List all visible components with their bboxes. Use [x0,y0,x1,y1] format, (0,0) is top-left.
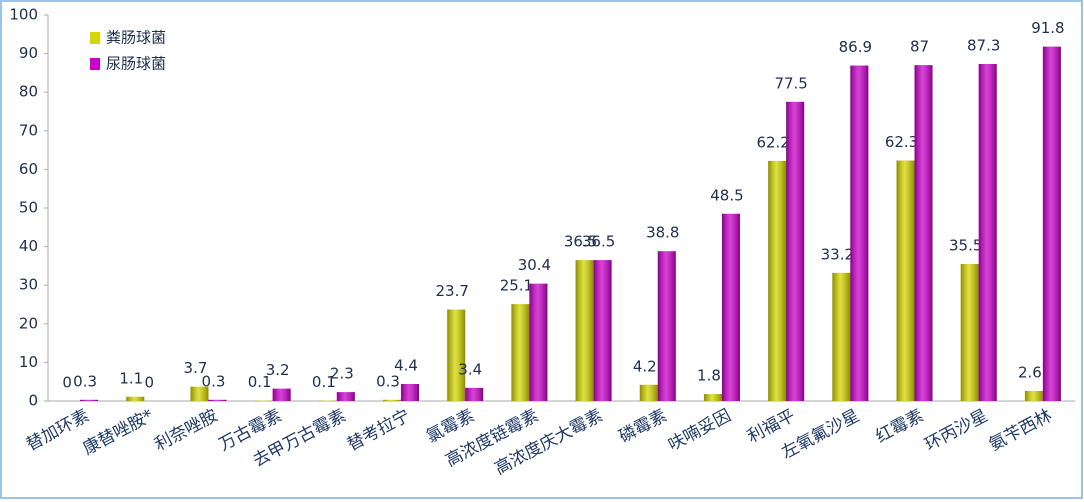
bar-shine [657,251,676,401]
bar-shine [190,386,209,401]
bar-shine [529,283,548,401]
data-label: 0 [145,374,155,392]
data-label: 0.1 [312,373,336,391]
legend-label: 粪肠球菌 [106,29,166,47]
x-tick-label: 利奈唑胺 [151,406,220,456]
data-label: 36.5 [582,233,615,251]
y-tick-label: 20 [19,314,38,332]
x-tick-label: 高浓度庆大霉素 [492,406,606,480]
legend-swatch [90,32,100,44]
bar-shine [511,304,530,401]
bar-shine [960,263,979,401]
data-label: 35.5 [949,236,982,254]
legend-swatch [90,58,100,70]
bar-shine [978,64,997,401]
bar-shine [593,260,612,401]
bar-shine [786,101,805,401]
data-label: 2.6 [1018,363,1042,381]
data-label: 0.3 [376,372,400,390]
x-tick-label: 氨苄西林 [986,406,1055,456]
data-label: 0.3 [73,372,97,390]
bar-shine [336,392,355,401]
data-label: 87.3 [967,37,1000,55]
bar-shine [768,160,787,401]
y-tick-label: 10 [19,353,38,371]
x-tick-label: 红霉素 [873,406,927,448]
bar-shine [80,399,99,401]
bar-shine [1042,46,1061,401]
x-tick-label: 环丙沙星 [922,406,991,456]
bar-shine [401,384,420,401]
data-label: 33.2 [821,245,854,263]
bar-shine [575,260,594,401]
data-label: 87 [910,38,929,56]
data-label: 4.2 [633,357,657,375]
bar-shine [914,65,933,402]
bar-shine [639,384,658,401]
bar-shine [383,399,402,401]
legend-label: 尿肠球菌 [106,55,166,73]
x-tick-label: 替考拉宁 [344,406,413,456]
data-label: 0.1 [248,373,272,391]
y-tick-label: 30 [19,276,38,294]
data-label: 2.3 [330,365,354,383]
data-label: 30.4 [518,256,551,274]
x-tick-label: 康替唑胺* [80,405,157,459]
data-label: 36.5 [564,233,597,251]
bar-shine [126,396,145,401]
data-label: 3.2 [266,361,290,379]
data-label: 23.7 [436,282,469,300]
bar-shine [703,394,722,401]
bar-shine [465,387,484,401]
y-tick-label: 50 [19,199,38,217]
y-tick-label: 0 [28,392,38,410]
data-label: 62.3 [885,133,918,151]
y-tick-label: 60 [19,160,38,178]
data-label: 91.8 [1031,19,1064,37]
data-label: 0 [62,374,72,392]
data-label: 1.1 [119,369,143,387]
data-label: 25.1 [500,277,533,295]
x-tick-label: 磷霉素 [616,406,670,448]
data-label: 4.4 [394,357,418,375]
data-label: 62.2 [756,133,789,151]
data-label: 3.4 [458,360,482,378]
bar-shine [272,388,291,401]
bar-shine [832,272,851,401]
data-label: 3.7 [184,359,208,377]
y-tick-label: 70 [19,121,38,139]
bar-shine [208,399,227,401]
data-label: 1.8 [697,367,721,385]
data-label: 86.9 [839,38,872,56]
data-label: 77.5 [774,74,807,92]
bar-shine [1024,390,1043,401]
bar-shine [447,309,466,401]
y-tick-label: 80 [19,83,38,101]
y-tick-label: 100 [9,6,38,24]
bar-shine [721,213,740,401]
bar-shine [850,65,869,401]
bar-shine [896,160,915,401]
data-label: 48.5 [710,186,743,204]
data-label: 0.3 [202,372,226,390]
data-label: 38.8 [646,224,679,242]
y-tick-label: 90 [19,44,38,62]
x-tick-label: 呋喃妥因 [665,406,734,456]
y-tick-label: 40 [19,237,38,255]
